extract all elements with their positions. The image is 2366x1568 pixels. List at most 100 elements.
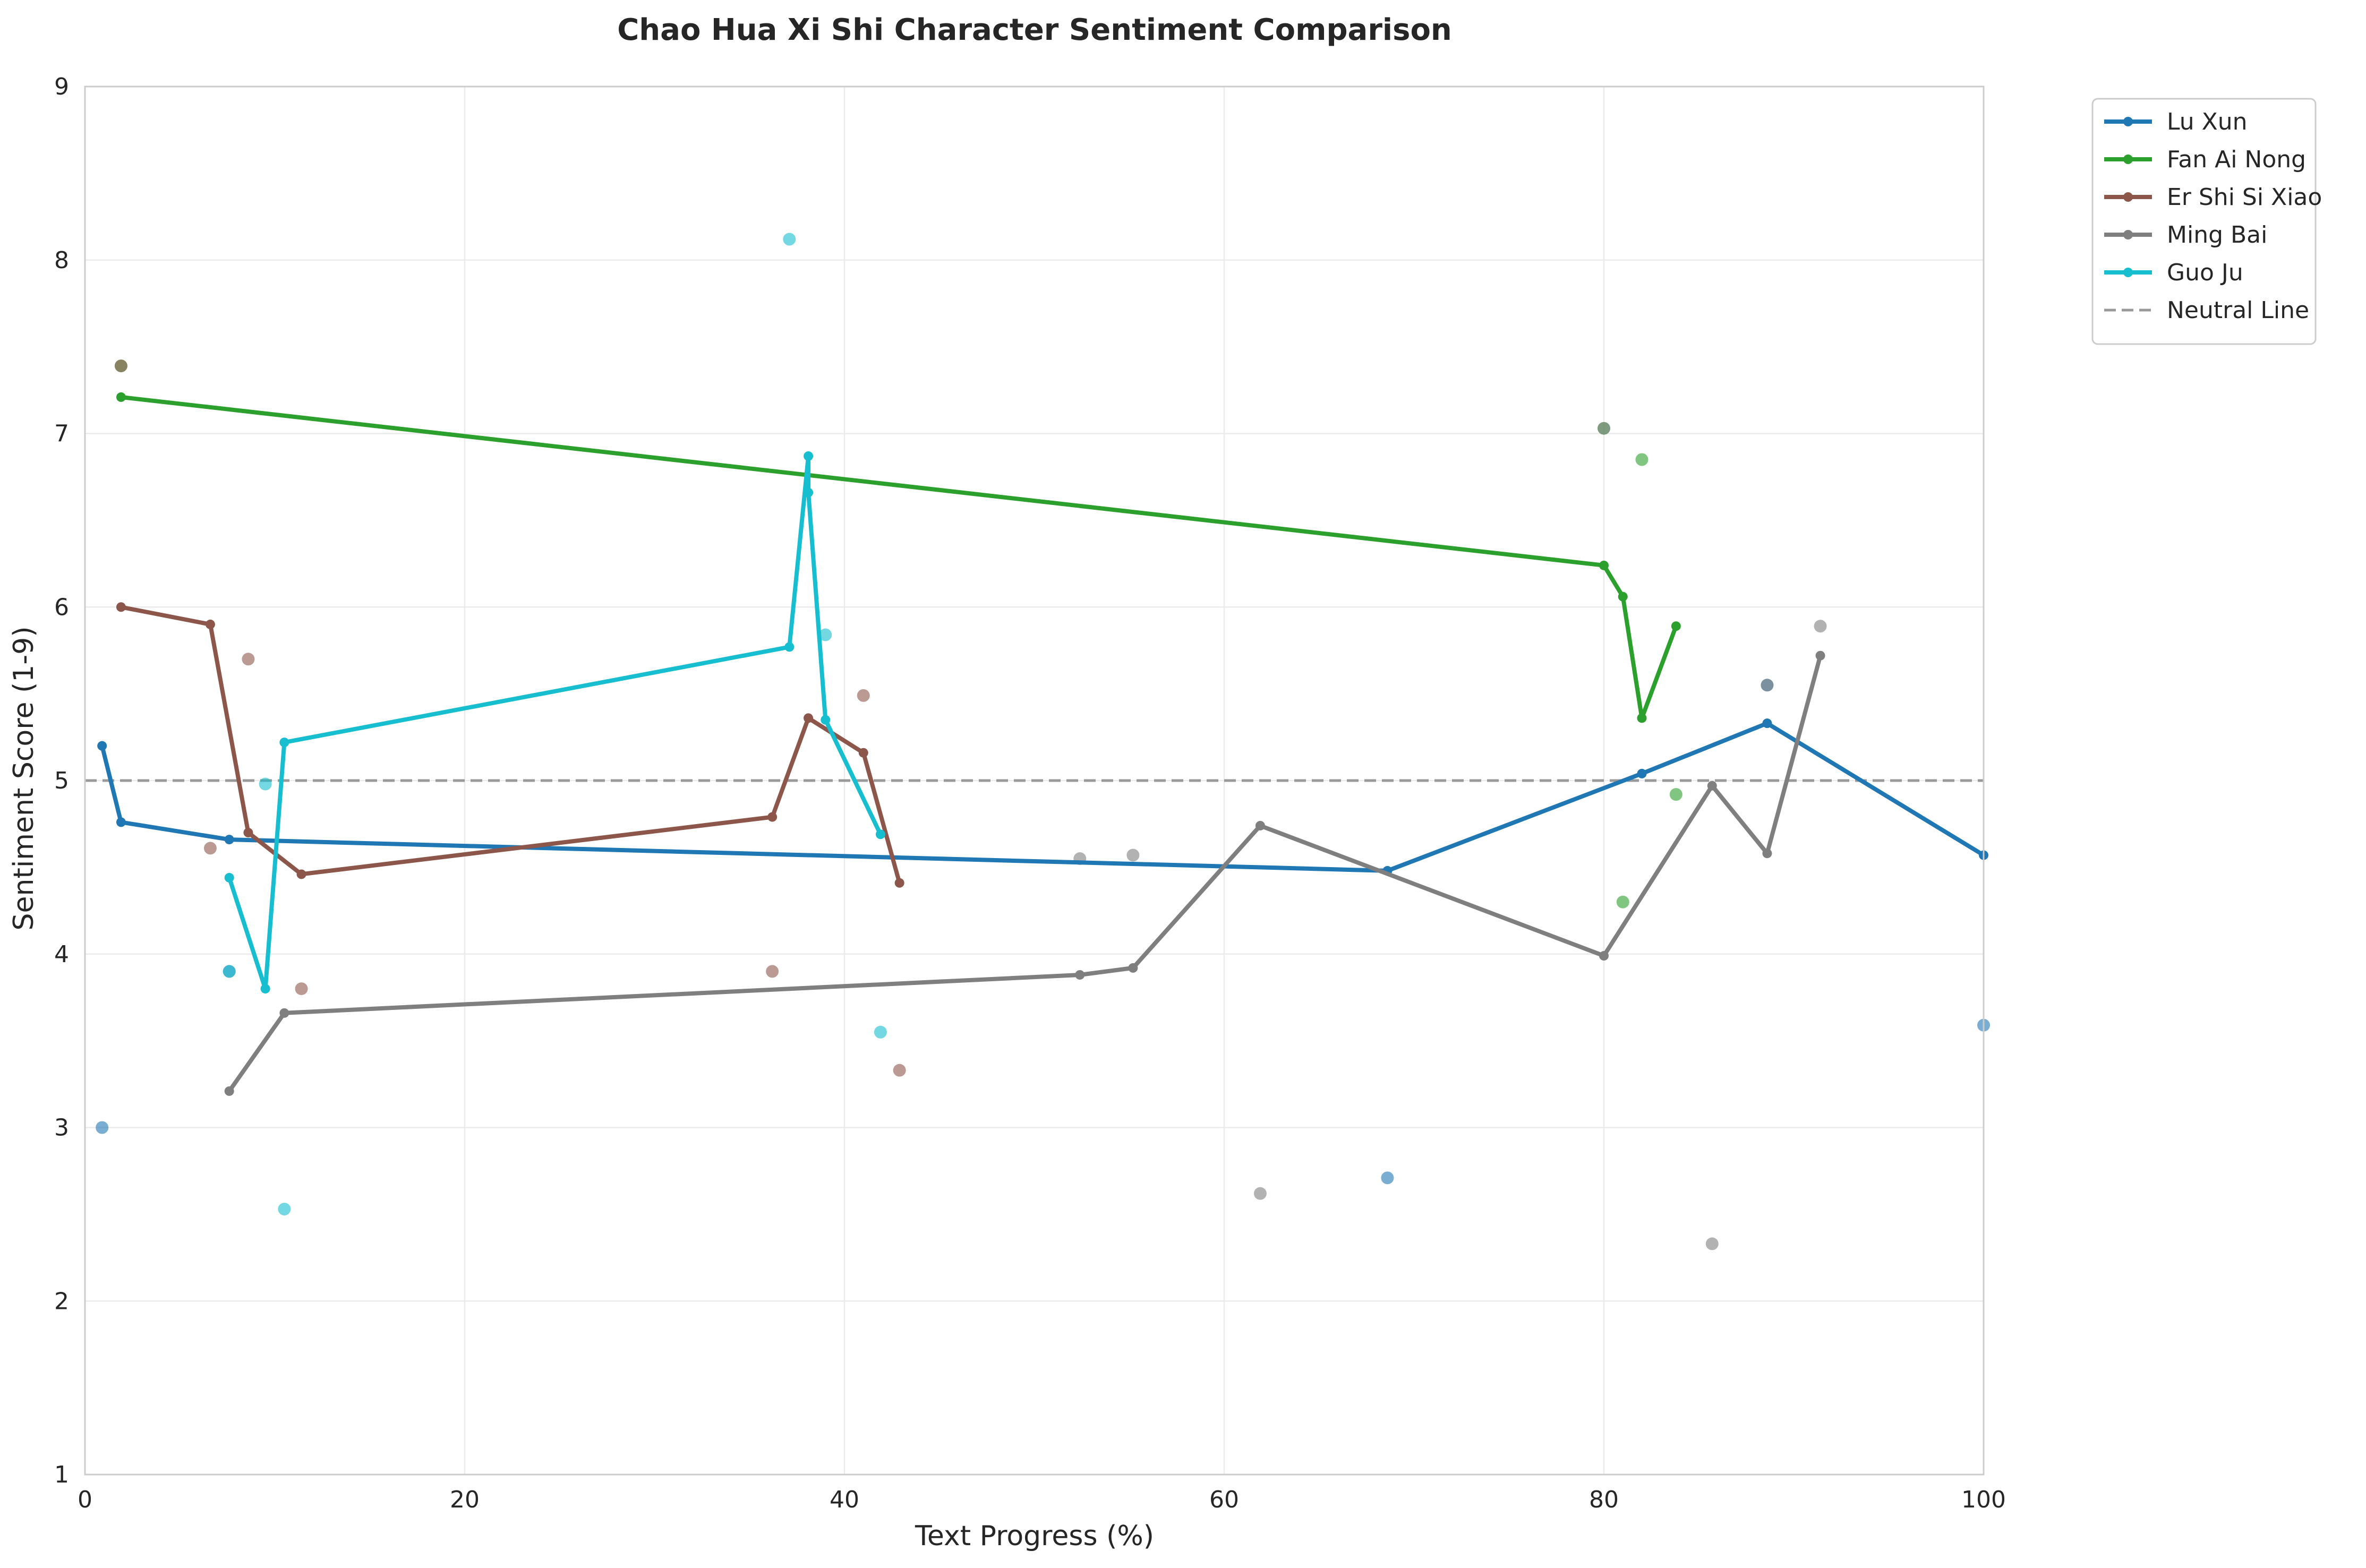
guo-ju-marker — [784, 642, 795, 652]
x-tick-labels: 0 20 40 60 80 100 — [78, 1486, 2006, 1513]
er-shi-si-xiao-scatter-point — [857, 689, 870, 702]
guo-ju-scatter-point — [259, 777, 272, 791]
er-shi-si-xiao-marker — [116, 602, 126, 612]
guo-ju-marker — [804, 487, 814, 498]
ming-bai-marker — [224, 1086, 234, 1096]
guo-ju-scatter-point — [783, 233, 796, 246]
er-shi-si-xiao-scatter-point — [295, 982, 308, 996]
legend-label: Neutral Line — [2167, 297, 2309, 324]
legend-item-ming-bai: Ming Bai — [2104, 221, 2267, 249]
ming-bai-scatter-point — [1761, 679, 1774, 692]
fan-ai-nong-marker — [1671, 621, 1681, 631]
guo-ju-series — [224, 451, 885, 994]
fan-ai-nong-scatter-point — [1635, 453, 1648, 466]
fan-ai-nong-scatter-point — [1616, 895, 1629, 909]
ming-bai-marker — [1128, 963, 1138, 973]
guo-ju-scatter-point — [874, 1025, 887, 1039]
ming-bai-marker — [1815, 650, 1825, 661]
ming-bai-series — [224, 650, 1825, 1096]
lu-xun-marker — [224, 835, 234, 845]
er-shi-si-xiao-marker — [894, 878, 904, 888]
legend-label: Er Shi Si Xiao — [2167, 184, 2322, 211]
fan-ai-nong-scatter-point — [1669, 788, 1682, 801]
y-tick-label: 4 — [54, 941, 69, 968]
y-tick-label: 9 — [54, 73, 69, 100]
y-tick-label: 3 — [54, 1115, 69, 1142]
er-shi-si-xiao-scatter-point — [242, 653, 255, 666]
ming-bai-marker — [1255, 820, 1265, 830]
y-tick-label: 6 — [54, 594, 69, 621]
legend-marker — [2123, 192, 2133, 202]
plot-frame — [84, 85, 1985, 1476]
ming-bai-scatter-point — [1126, 849, 1140, 862]
legend-marker — [2123, 117, 2133, 126]
lu-xun-marker — [1762, 718, 1772, 729]
y-tick-label: 1 — [54, 1461, 69, 1488]
fan-ai-nong-marker — [1637, 713, 1647, 723]
lu-xun-marker — [97, 741, 107, 751]
legend-item-fan-ai-nong: Fan Ai Nong — [2104, 146, 2306, 173]
y-tick-labels: 1 2 3 4 5 6 7 8 9 — [54, 73, 69, 1488]
lu-xun-scatter-point — [96, 1121, 109, 1134]
ming-bai-scatter-point — [1814, 620, 1827, 633]
y-tick-label: 7 — [54, 421, 69, 448]
legend-label: Lu Xun — [2167, 108, 2248, 135]
er-shi-si-xiao-scatter-point — [114, 359, 127, 373]
er-shi-si-xiao-marker — [804, 713, 814, 723]
fan-ai-nong-series — [116, 392, 1681, 723]
series-lines — [97, 392, 1988, 1096]
y-tick-label: 8 — [54, 247, 69, 274]
legend-item-guo-ju: Guo Ju — [2104, 259, 2243, 286]
guo-ju-scatter-point — [819, 628, 832, 641]
ming-bai-marker — [1707, 781, 1717, 791]
ming-bai-scatter-point — [1705, 1237, 1719, 1250]
legend-marker — [2123, 155, 2133, 164]
legend-item-neutral-line: Neutral Line — [2104, 297, 2309, 324]
legend: Lu Xun Fan Ai Nong Er Shi Si Xiao Ming Bai G… — [2091, 98, 2322, 345]
lu-xun-scatter-point — [1381, 1171, 1394, 1185]
er-shi-si-xiao-scatter-point — [766, 965, 779, 978]
er-shi-si-xiao-marker — [296, 869, 306, 879]
fan-ai-nong-marker — [116, 392, 126, 402]
lu-xun-marker — [1637, 768, 1647, 778]
x-tick-label: 60 — [1209, 1486, 1239, 1513]
ming-bai-marker — [1599, 951, 1609, 961]
ming-bai-marker — [1075, 970, 1085, 980]
er-shi-si-xiao-marker — [243, 828, 253, 838]
x-tick-label: 0 — [78, 1486, 92, 1513]
ming-bai-scatter-point — [1598, 422, 1610, 435]
er-shi-si-xiao-marker — [205, 619, 215, 629]
lu-xun-series — [97, 718, 1988, 876]
guo-ju-marker — [875, 829, 885, 839]
x-tick-label: 40 — [830, 1486, 859, 1513]
guo-ju-marker — [224, 872, 234, 882]
ming-bai-marker — [279, 1008, 289, 1018]
legend-marker — [2123, 268, 2133, 277]
lu-xun-marker — [116, 817, 126, 827]
legend-item-lu-xun: Lu Xun — [2104, 108, 2248, 135]
legend-label: Fan Ai Nong — [2167, 146, 2306, 173]
er-shi-si-xiao-series — [116, 602, 904, 888]
fan-ai-nong-marker — [1618, 592, 1628, 602]
er-shi-si-xiao-scatter-point — [203, 842, 217, 855]
ming-bai-scatter-point — [1253, 1187, 1267, 1200]
guo-ju-scatter-point — [223, 965, 236, 978]
guo-ju-marker — [279, 738, 289, 748]
y-tick-label: 2 — [54, 1288, 69, 1315]
x-tick-label: 20 — [450, 1486, 480, 1513]
ming-bai-marker — [1762, 849, 1772, 859]
x-tick-label: 100 — [1961, 1486, 2006, 1513]
guo-ju-marker — [260, 984, 270, 994]
er-shi-si-xiao-line — [121, 605, 902, 884]
legend-label: Guo Ju — [2167, 259, 2243, 286]
y-axis-label: Sentiment Score (1-9) — [8, 627, 40, 931]
er-shi-si-xiao-marker — [767, 812, 778, 822]
guo-ju-line — [227, 454, 883, 991]
fan-ai-nong-marker — [1599, 560, 1609, 570]
guo-ju-marker — [821, 715, 831, 725]
legend-label: Ming Bai — [2167, 221, 2267, 249]
guo-ju-scatter-point — [278, 1203, 291, 1216]
x-axis-label: Text Progress (%) — [915, 1520, 1154, 1552]
